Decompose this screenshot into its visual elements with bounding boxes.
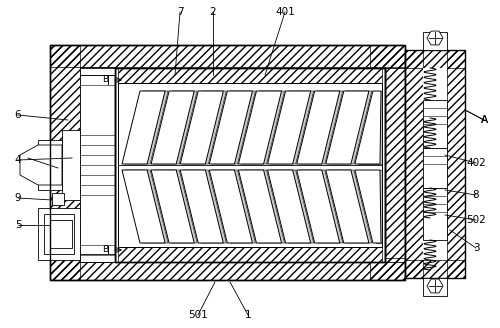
Text: 7: 7 xyxy=(176,7,184,17)
Text: A: A xyxy=(480,115,488,125)
Bar xyxy=(50,45,405,280)
Bar xyxy=(447,50,465,278)
Polygon shape xyxy=(242,91,284,164)
Polygon shape xyxy=(358,170,382,243)
Bar xyxy=(80,67,115,75)
Bar xyxy=(50,45,80,280)
Bar xyxy=(118,68,382,83)
Bar xyxy=(50,45,405,67)
Polygon shape xyxy=(238,91,282,164)
Polygon shape xyxy=(242,170,284,243)
Polygon shape xyxy=(151,170,194,243)
Polygon shape xyxy=(212,170,256,243)
Bar xyxy=(405,50,423,278)
Text: 5: 5 xyxy=(14,220,21,230)
Polygon shape xyxy=(329,91,372,164)
Polygon shape xyxy=(296,170,340,243)
Polygon shape xyxy=(180,91,224,164)
Bar xyxy=(50,45,405,280)
Bar xyxy=(50,220,72,248)
Polygon shape xyxy=(151,91,194,164)
Bar xyxy=(38,140,62,190)
Bar xyxy=(423,278,447,296)
Text: B: B xyxy=(102,75,108,85)
Text: 4: 4 xyxy=(14,155,21,165)
Text: 9: 9 xyxy=(14,193,21,203)
Polygon shape xyxy=(154,170,197,243)
Polygon shape xyxy=(180,170,224,243)
Bar xyxy=(405,50,465,278)
Text: 401: 401 xyxy=(275,7,295,17)
Text: A: A xyxy=(480,115,488,125)
Bar xyxy=(118,83,382,247)
Text: 2: 2 xyxy=(210,7,216,17)
Text: 502: 502 xyxy=(466,215,486,225)
Bar xyxy=(50,258,405,280)
Bar xyxy=(44,148,62,183)
Bar xyxy=(370,45,405,280)
Polygon shape xyxy=(329,170,372,243)
Polygon shape xyxy=(300,170,343,243)
Polygon shape xyxy=(154,91,197,164)
Polygon shape xyxy=(268,91,310,164)
Polygon shape xyxy=(210,91,252,164)
Bar xyxy=(118,83,382,247)
Polygon shape xyxy=(296,91,340,164)
Polygon shape xyxy=(355,91,381,164)
Polygon shape xyxy=(122,91,165,164)
Text: B: B xyxy=(102,245,108,255)
Bar xyxy=(405,260,465,278)
Bar xyxy=(44,214,74,254)
Polygon shape xyxy=(183,91,226,164)
Bar xyxy=(80,67,115,262)
Bar xyxy=(115,68,385,262)
Bar xyxy=(38,208,80,260)
Polygon shape xyxy=(270,170,314,243)
Polygon shape xyxy=(268,170,310,243)
Bar xyxy=(52,193,64,205)
Polygon shape xyxy=(238,170,282,243)
Text: 402: 402 xyxy=(466,158,486,168)
Polygon shape xyxy=(326,170,369,243)
Bar xyxy=(115,68,385,262)
Bar xyxy=(423,68,447,260)
Polygon shape xyxy=(122,170,165,243)
Polygon shape xyxy=(326,91,369,164)
Text: 1: 1 xyxy=(244,310,252,320)
Polygon shape xyxy=(358,91,382,164)
Bar xyxy=(423,188,447,240)
Polygon shape xyxy=(355,170,381,243)
Polygon shape xyxy=(210,170,252,243)
Polygon shape xyxy=(427,31,443,45)
Bar xyxy=(423,100,447,148)
Bar xyxy=(405,50,465,68)
Bar xyxy=(118,247,382,262)
Polygon shape xyxy=(125,170,168,243)
Text: 8: 8 xyxy=(472,190,480,200)
Polygon shape xyxy=(183,170,226,243)
Text: 3: 3 xyxy=(472,243,480,253)
Polygon shape xyxy=(212,91,256,164)
Polygon shape xyxy=(125,91,168,164)
Text: 501: 501 xyxy=(188,310,208,320)
Polygon shape xyxy=(20,145,62,185)
Bar xyxy=(62,130,80,200)
Bar xyxy=(423,32,447,50)
Polygon shape xyxy=(270,91,314,164)
Polygon shape xyxy=(300,91,343,164)
Polygon shape xyxy=(427,279,443,293)
Bar xyxy=(423,148,447,188)
Bar xyxy=(80,254,115,262)
Text: 6: 6 xyxy=(14,110,21,120)
